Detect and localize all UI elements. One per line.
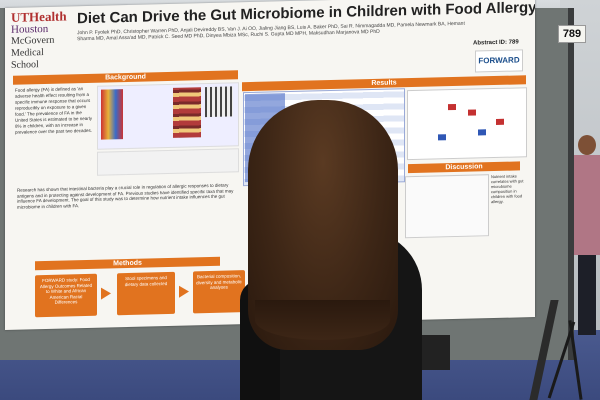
plot-marker [468,109,476,116]
plot-marker [438,134,446,141]
visitor-hair-tips [255,300,390,340]
logo-line: UTHealth [11,8,67,25]
logo-line: Medical School [11,47,44,71]
uthealth-logo: UTHealth Houston McGovern Medical School [11,8,71,70]
arrow-right-icon [179,285,189,298]
discussion-header: Discussion [408,161,520,174]
results-dot-plot [407,87,527,161]
methods-header: Methods [35,256,220,271]
bystander-person [574,135,600,335]
heatmap-figure [173,87,201,138]
bystander-head [578,135,596,155]
tripod-stand [540,320,600,400]
plot-marker [478,129,486,136]
background-text: Food allergy (FA) is defined as 'an adve… [15,86,93,135]
plot-marker [496,118,504,126]
methods-step-1: FORWARD study: Food Allergy Outcomes Rel… [35,273,97,318]
poster-authors: John P. Fyolek PhD, Christopher Warren P… [77,20,465,43]
distant-legs [420,335,450,370]
pcoa-figure [97,148,239,176]
board-number: 789 [558,25,586,43]
discussion-figure [405,174,489,239]
taxa-barplot [101,89,123,140]
tripod-leg [568,320,583,400]
discussion-text: Nutrient intake correlates with gut micr… [491,173,524,205]
background-text-2: Research has shown that intestinal bacte… [17,182,234,210]
bystander-legs [578,255,596,335]
abstract-id: Abstract ID: 789 [473,39,519,47]
arrow-right-icon [101,287,111,300]
methods-step-3: Bacterial composition, diversity and met… [193,270,245,314]
methods-step-2: Stool specimens and dietary data collect… [117,271,175,316]
plot-marker [448,103,456,111]
bystander-shirt [574,155,600,255]
forward-logo: FORWARD [475,49,523,73]
heatmap-figure-small [205,86,233,118]
